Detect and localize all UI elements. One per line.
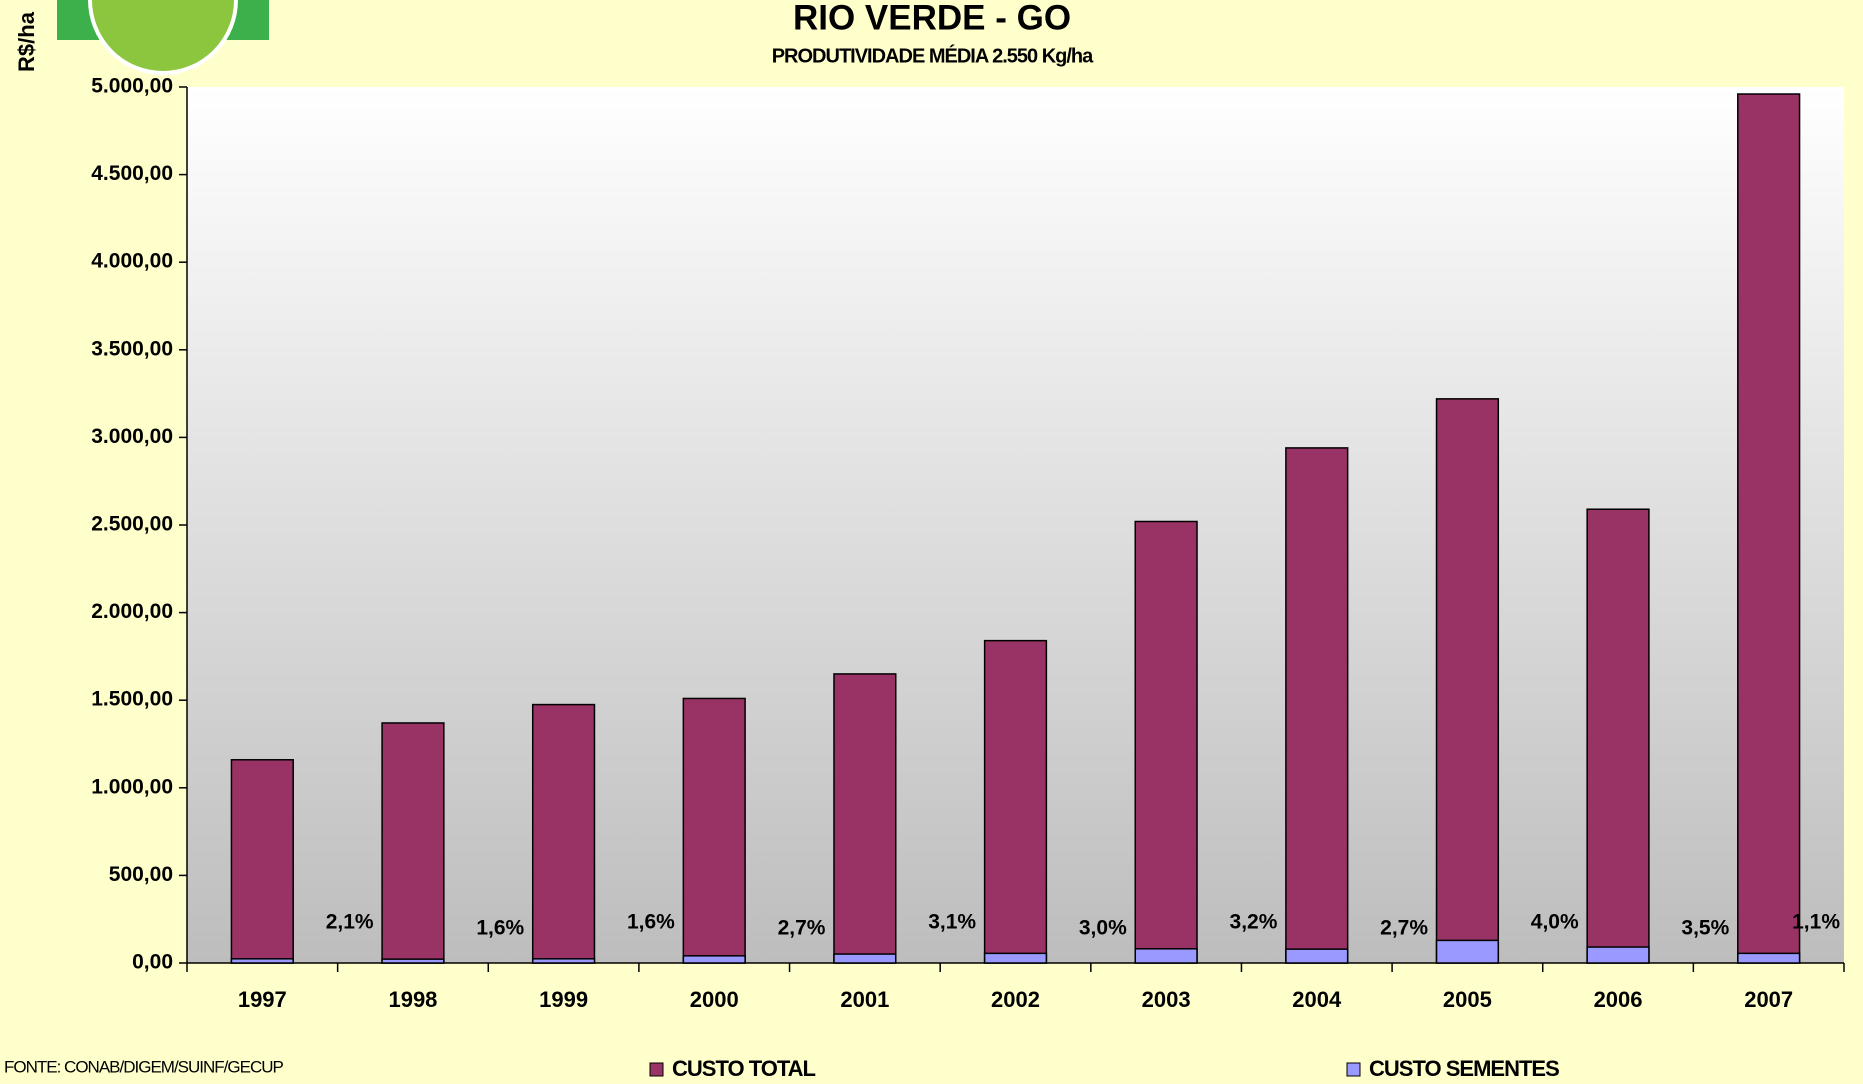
x-tick-label: 2001	[840, 987, 889, 1012]
bar	[1134, 520, 1198, 964]
y-tick-label: 2.000,00	[91, 600, 173, 623]
share-label: 1,6%	[476, 917, 524, 940]
bar	[682, 955, 746, 964]
x-tick-label: 2007	[1744, 987, 1793, 1012]
x-tick-label: 2006	[1594, 987, 1643, 1012]
share-label: 3,0%	[1079, 917, 1127, 940]
bar	[1435, 398, 1500, 964]
bar	[1285, 948, 1349, 964]
bar	[1737, 93, 1801, 964]
share-label: 3,1%	[928, 911, 976, 934]
y-tick-label: 4.000,00	[91, 250, 173, 273]
legend-swatch	[649, 1062, 664, 1077]
bar	[983, 952, 1048, 964]
legend-label: CUSTO TOTAL	[672, 1056, 816, 1081]
y-tick-label: 2.500,00	[91, 513, 173, 536]
x-tick-label: 1997	[238, 987, 287, 1012]
y-axis-label: R$/ha	[14, 11, 39, 72]
share-label: 2,7%	[778, 917, 826, 940]
bar	[531, 958, 596, 964]
bar	[1285, 447, 1349, 964]
y-tick-label: 3.500,00	[91, 337, 173, 360]
chart-subtitle: PRODUTIVIDADE MÉDIA 2.550 Kg/ha	[772, 44, 1094, 67]
x-tick-label: 1998	[388, 987, 437, 1012]
share-label: 2,1%	[326, 911, 374, 934]
bar	[230, 958, 294, 964]
y-tick-label: 5.000,00	[91, 75, 173, 98]
bar	[230, 759, 294, 964]
bar	[381, 958, 445, 964]
share-label: 2,7%	[1380, 917, 1428, 940]
legend-swatch	[1346, 1062, 1361, 1077]
share-label: 1,6%	[627, 911, 675, 934]
y-tick-label: 1.500,00	[91, 688, 173, 711]
y-tick-label: 3.000,00	[91, 425, 173, 448]
bar	[983, 639, 1048, 964]
bar	[682, 697, 746, 964]
x-tick-label: 1999	[539, 987, 588, 1012]
bar	[1435, 939, 1500, 964]
bar	[1737, 952, 1801, 964]
bar	[833, 953, 897, 964]
y-tick-label: 4.500,00	[91, 162, 173, 185]
x-tick-label: 2005	[1443, 987, 1492, 1012]
share-label: 3,5%	[1681, 917, 1729, 940]
bar	[1134, 948, 1198, 964]
share-label: 3,2%	[1230, 911, 1278, 934]
x-tick-label: 2004	[1292, 987, 1342, 1012]
bar	[531, 703, 596, 964]
bar	[1586, 946, 1650, 964]
chart-title: RIO VERDE - GO	[793, 0, 1071, 37]
x-tick-label: 2000	[690, 987, 739, 1012]
share-label: 1,1%	[1792, 911, 1840, 934]
y-tick-label: 1.000,00	[91, 775, 173, 798]
y-tick-label: 500,00	[109, 863, 173, 886]
share-label: 4,0%	[1531, 911, 1579, 934]
source-note: FONTE: CONAB/DIGEM/SUINF/GECUP	[4, 1057, 284, 1076]
x-tick-label: 2002	[991, 987, 1040, 1012]
logo-circle	[88, 0, 238, 75]
legend-label: CUSTO SEMENTES	[1369, 1056, 1559, 1081]
bar	[1586, 508, 1650, 964]
bar	[833, 673, 897, 964]
bar	[381, 722, 445, 964]
y-tick-label: 0,00	[132, 951, 173, 974]
x-tick-label: 2003	[1142, 987, 1191, 1012]
